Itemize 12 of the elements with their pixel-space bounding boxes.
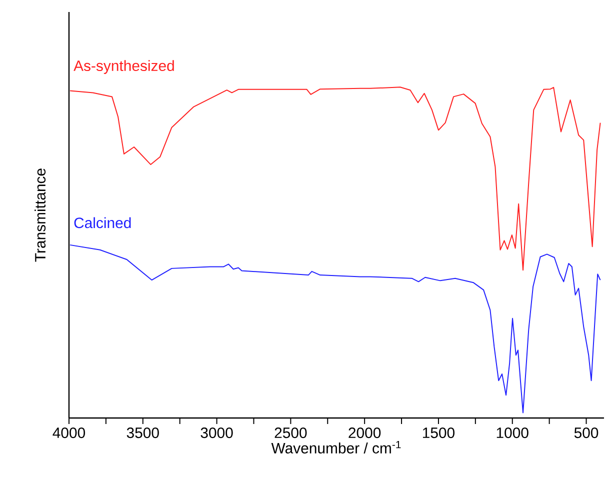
x-tick-label: 3500	[126, 427, 159, 438]
x-tick-label: 500	[574, 427, 598, 438]
x-tick-label: 2500	[274, 427, 307, 438]
x-axis-title: Wavenumber / cm$^{-1}$	[271, 440, 401, 454]
y-axis-title: Transmittance	[34, 168, 46, 262]
series-label: Calcined	[74, 217, 131, 228]
x-tick-label: 4000	[52, 427, 86, 438]
x-tick-label: 2000	[348, 427, 381, 438]
x-tick-label: 1500	[422, 427, 454, 438]
x-tick-label: 3000	[200, 427, 233, 438]
series-label: As-synthesized	[74, 60, 174, 74]
x-tick-label: 1000	[496, 427, 528, 438]
